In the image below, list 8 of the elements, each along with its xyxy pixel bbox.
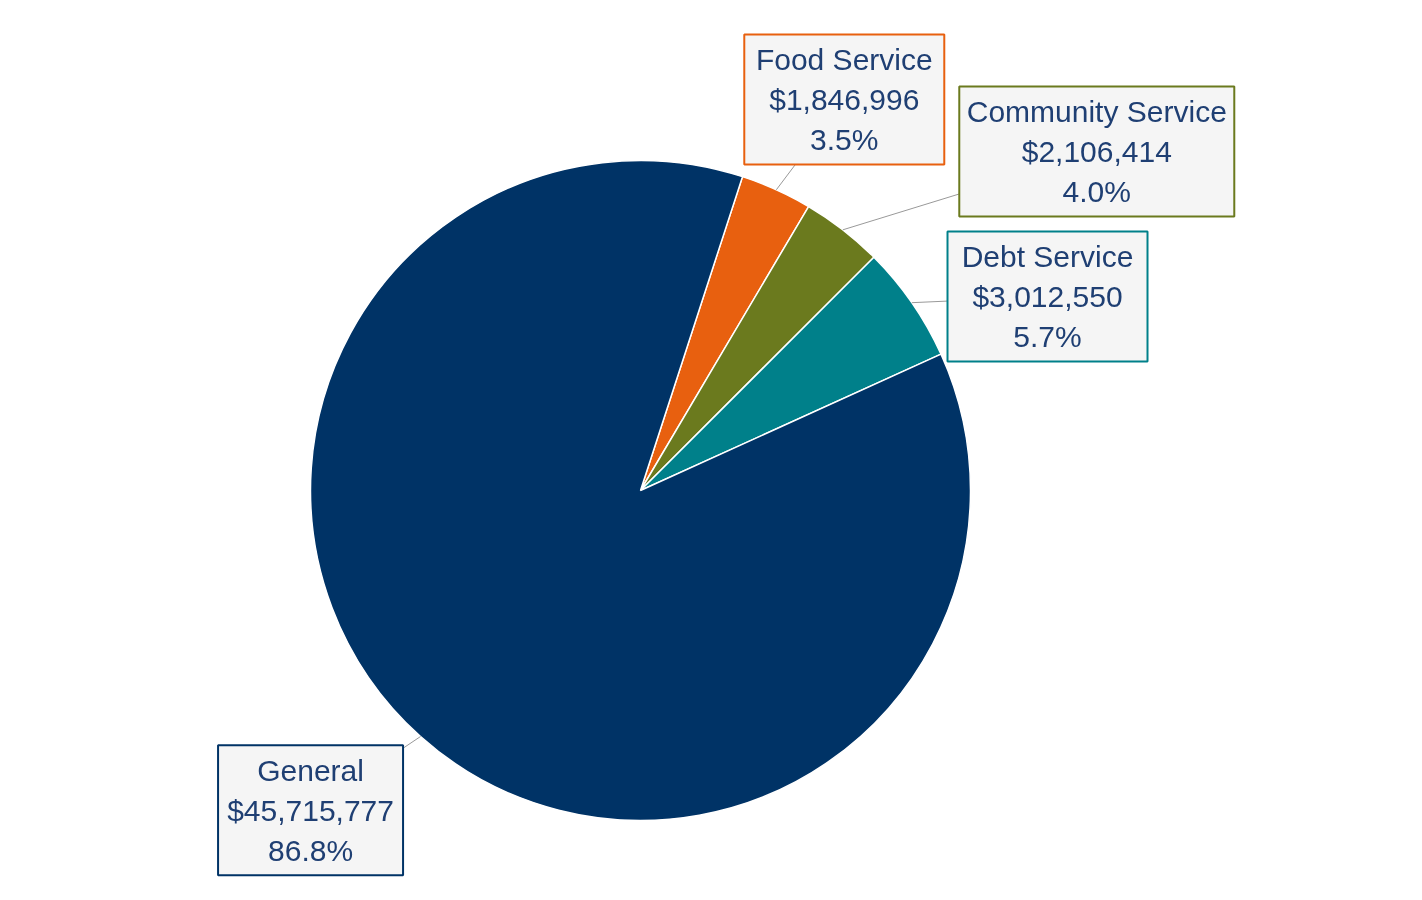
slice-label: Community Service: [966, 95, 1227, 129]
slice-label: General: [257, 753, 364, 787]
slice-label: Debt Service: [961, 240, 1134, 274]
data-label: $45,715,777 86.8%: [227, 793, 394, 867]
data-label: $2,106,414 4.0%: [1021, 135, 1172, 209]
data-label: $3,012,550 5.7%: [972, 280, 1123, 354]
data-label: $1,846,996 3.5%: [769, 83, 920, 157]
slice-label: Food Service: [755, 43, 933, 77]
